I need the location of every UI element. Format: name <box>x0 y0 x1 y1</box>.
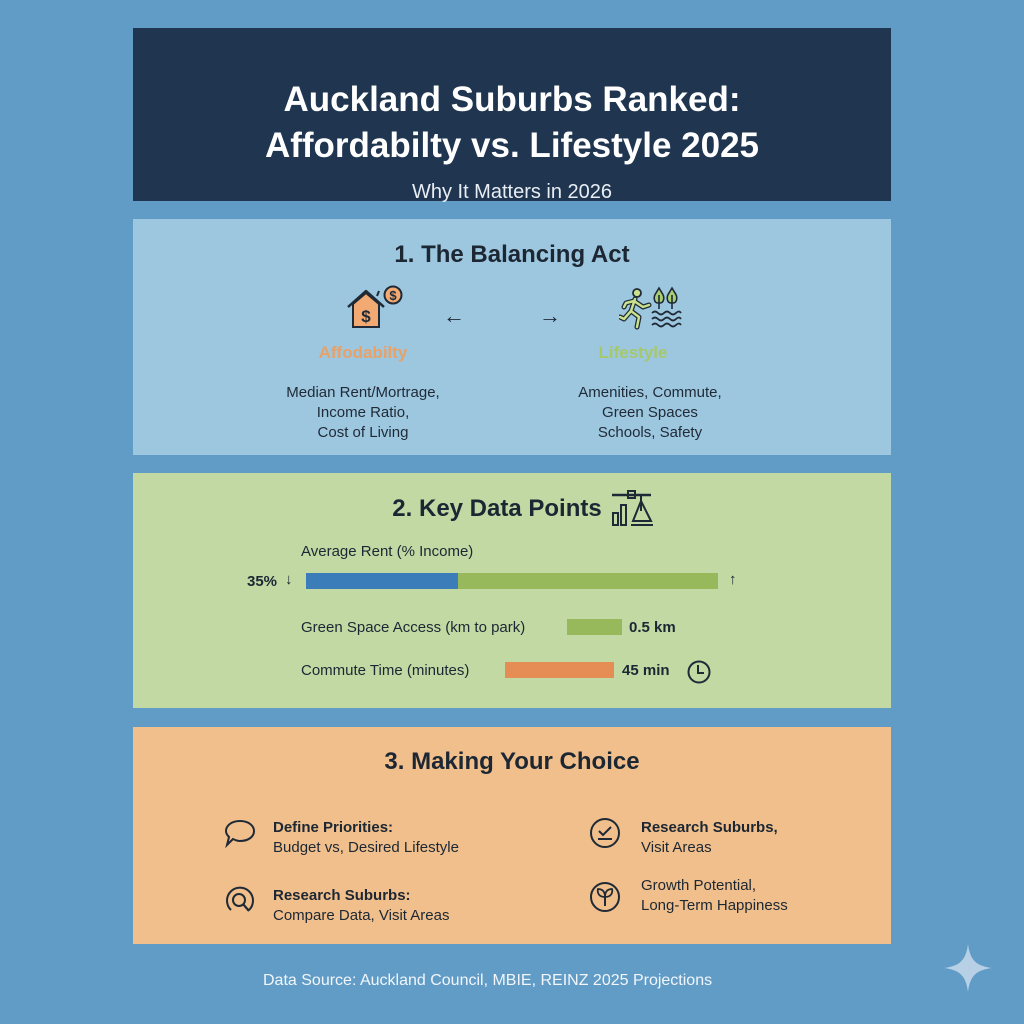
sprout-circle-icon <box>590 882 620 912</box>
down-arrow-icon: ↓ <box>285 571 293 588</box>
sparkle-icon <box>944 944 992 992</box>
rent-bar-green <box>458 573 718 589</box>
commute-value: 45 min <box>622 662 670 679</box>
choice-item-title: Research Suburbs, <box>641 819 778 836</box>
choice-item-title: Define Priorities: <box>273 819 394 836</box>
affordability-description: Median Rent/Mortrage, Income Ratio, Cost… <box>286 384 440 441</box>
up-arrow-icon: ↑ <box>729 571 737 588</box>
green-space-value: 0.5 km <box>629 619 676 636</box>
commute-label: Commute Time (minutes) <box>301 662 470 679</box>
key-data-points-panel: 2. Key Data Points Average Rent (% Incom… <box>133 473 891 708</box>
green-space-bar <box>567 619 622 635</box>
page-subtitle: Why It Matters in 2026 <box>411 181 613 203</box>
page-title-line1: Auckland Suburbs Ranked: <box>283 80 741 119</box>
chart-scale-icon <box>612 490 653 526</box>
rent-bar-blue <box>306 573 458 589</box>
making-your-choice-panel: 3. Making Your Choice Define Priorities:… <box>133 727 891 944</box>
header-banner: Auckland Suburbs Ranked: Affordabilty vs… <box>133 28 891 203</box>
house-dollar-icon: $ $ <box>347 285 403 328</box>
rent-value: 35% <box>247 573 278 590</box>
lifestyle-label: Lifestyle <box>598 343 668 362</box>
search-circle-icon <box>226 886 254 912</box>
choice-item-desc: Compare Data, Visit Areas <box>273 907 450 924</box>
section1-title: 1. The Balancing Act <box>394 241 630 268</box>
speech-bubble-icon <box>224 819 256 848</box>
clock-icon <box>687 660 711 684</box>
green-space-label: Green Space Access (km to park) <box>301 619 526 636</box>
svg-text:$: $ <box>361 307 371 326</box>
balancing-act-panel: 1. The Balancing Act $ $ ← → Affodabilty… <box>133 219 891 455</box>
choice-item-title: Research Suburbs: <box>273 887 411 904</box>
choice-item-desc: Budget vs, Desired Lifestyle <box>273 839 459 856</box>
commute-bar <box>505 662 614 678</box>
choice-item-desc-line2: Long-Term Happiness <box>641 897 788 914</box>
page-title-line2: Affordabilty vs. Lifestyle 2025 <box>264 126 760 165</box>
choice-item-desc-line1: Growth Potential, <box>641 877 757 894</box>
section3-title: 3. Making Your Choice <box>384 748 640 775</box>
runner-trees-water-icon <box>619 286 682 330</box>
lifestyle-description: Amenities, Commute, Green Spaces Schools… <box>578 384 722 441</box>
choice-item-desc: Visit Areas <box>641 839 712 856</box>
arrow-left-icon: ← <box>443 303 465 328</box>
rent-label: Average Rent (% Income) <box>301 543 474 560</box>
affordability-label: Affodabilty <box>318 343 408 362</box>
svg-text:$: $ <box>389 288 397 303</box>
section2-title: 2. Key Data Points <box>392 495 602 522</box>
data-source-footer: Data Source: Auckland Council, MBIE, REI… <box>263 972 713 989</box>
arrow-right-icon: → <box>539 303 561 328</box>
check-circle-icon <box>590 818 620 848</box>
